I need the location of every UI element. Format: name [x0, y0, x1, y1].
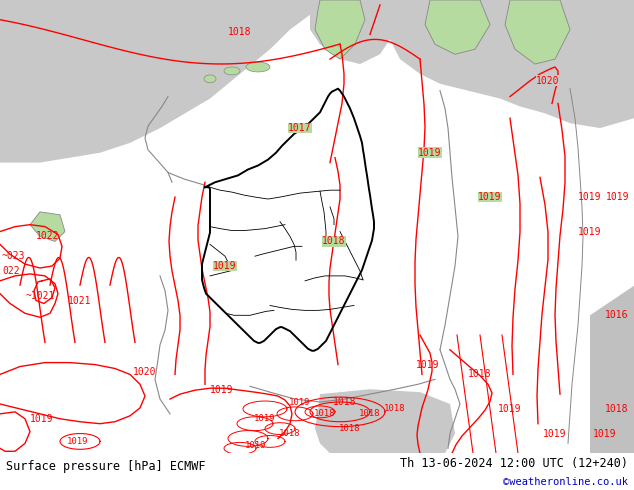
Text: ~1021: ~1021: [25, 291, 55, 300]
Text: 1016: 1016: [604, 310, 628, 320]
Text: 1018: 1018: [604, 404, 628, 414]
Text: 1018: 1018: [228, 26, 252, 37]
Text: 1019: 1019: [543, 429, 567, 439]
Text: ~023: ~023: [2, 251, 25, 261]
Text: 1018: 1018: [322, 236, 346, 246]
Text: 1019: 1019: [578, 192, 602, 202]
Text: 1019: 1019: [498, 404, 522, 414]
Text: 1019: 1019: [417, 360, 440, 369]
Polygon shape: [315, 389, 455, 453]
Text: 1018: 1018: [384, 404, 406, 414]
Text: 1018: 1018: [279, 429, 301, 438]
Text: 1018: 1018: [314, 409, 336, 418]
Polygon shape: [425, 0, 490, 54]
Text: 1019: 1019: [593, 429, 617, 439]
Text: 1019: 1019: [254, 414, 276, 423]
Polygon shape: [246, 62, 270, 72]
Text: 1019: 1019: [289, 397, 311, 407]
Text: ©weatheronline.co.uk: ©weatheronline.co.uk: [503, 477, 628, 487]
Text: 1019: 1019: [210, 385, 234, 395]
Text: Surface pressure [hPa] ECMWF: Surface pressure [hPa] ECMWF: [6, 460, 206, 473]
Text: 1020: 1020: [133, 368, 157, 377]
Text: 1018: 1018: [333, 397, 357, 407]
Polygon shape: [0, 0, 310, 163]
Text: Th 13-06-2024 12:00 UTC (12+240): Th 13-06-2024 12:00 UTC (12+240): [399, 457, 628, 470]
Text: 1018: 1018: [339, 424, 361, 433]
Text: 1021: 1021: [68, 295, 91, 306]
Text: 022: 022: [2, 266, 20, 276]
Text: 1019: 1019: [213, 261, 236, 271]
Polygon shape: [310, 0, 390, 64]
Text: 1019: 1019: [245, 441, 267, 450]
Polygon shape: [505, 0, 570, 64]
Text: 1019: 1019: [606, 192, 630, 202]
Polygon shape: [224, 67, 240, 75]
Text: 1018: 1018: [359, 409, 381, 418]
Polygon shape: [30, 212, 65, 242]
Text: 1019: 1019: [478, 192, 501, 202]
Polygon shape: [204, 75, 216, 83]
Text: 1018: 1018: [469, 369, 492, 379]
Text: 1017: 1017: [288, 123, 312, 133]
Polygon shape: [315, 0, 365, 59]
Text: 1019: 1019: [30, 414, 53, 424]
Text: 1022: 1022: [36, 231, 60, 242]
Text: 1019: 1019: [418, 147, 442, 158]
Text: 1019: 1019: [67, 437, 89, 446]
Text: 1019: 1019: [578, 226, 602, 237]
Text: 1020: 1020: [536, 76, 560, 86]
Polygon shape: [390, 0, 634, 128]
Polygon shape: [590, 286, 634, 453]
